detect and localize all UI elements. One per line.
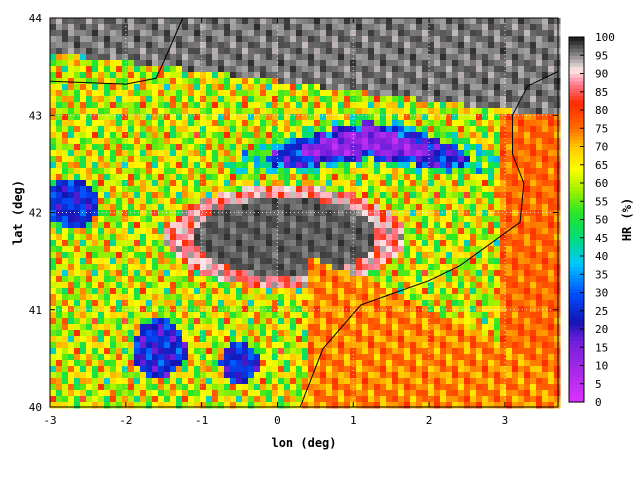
colorbar-tick-label: 55 xyxy=(595,195,608,208)
y-tick-label: 42 xyxy=(29,207,42,220)
coastline xyxy=(299,71,559,408)
north-coastline xyxy=(49,17,184,85)
y-axis-label: lat (deg) xyxy=(11,180,25,245)
y-tick-label: 40 xyxy=(29,401,42,414)
x-tick-label: 0 xyxy=(274,414,281,427)
colorbar-tick-label: 20 xyxy=(595,323,608,336)
y-tick-label: 43 xyxy=(29,109,42,122)
x-tick-label: -3 xyxy=(43,414,56,427)
colorbar-tick-label: 75 xyxy=(595,122,608,135)
colorbar-tick-label: 95 xyxy=(595,49,608,62)
x-tick-label: 2 xyxy=(426,414,433,427)
colorbar-label: HR (%) xyxy=(620,198,634,241)
y-tick-label: 41 xyxy=(29,304,42,317)
x-tick-label: -2 xyxy=(119,414,132,427)
colorbar-tick-label: 5 xyxy=(595,378,602,391)
colorbar-tick-label: 15 xyxy=(595,341,608,354)
colorbar-tick-label: 25 xyxy=(595,305,608,318)
x-axis-label: lon (deg) xyxy=(271,436,336,450)
x-tick-label: -1 xyxy=(195,414,208,427)
colorbar-tick-label: 0 xyxy=(595,396,602,409)
y-tick-label: 44 xyxy=(29,12,43,25)
colorbar-tick-label: 35 xyxy=(595,268,608,281)
colorbar-tick-label: 90 xyxy=(595,68,608,81)
colorbar-tick-label: 50 xyxy=(595,214,608,227)
heatmap-cells xyxy=(50,18,561,409)
colorbar-tick-label: 80 xyxy=(595,104,608,117)
colorbar-tick-label: 10 xyxy=(595,360,608,373)
colorbar-tick-label: 60 xyxy=(595,177,608,190)
colorbar-tick-label: 45 xyxy=(595,232,608,245)
x-tick-label: 3 xyxy=(502,414,509,427)
colorbar-tick-label: 30 xyxy=(595,287,608,300)
colorbar-tick-label: 70 xyxy=(595,141,608,154)
x-tick-label: 1 xyxy=(350,414,357,427)
colorbar-tick-label: 85 xyxy=(595,86,608,99)
colorbar-tick-label: 40 xyxy=(595,250,608,263)
colorbar xyxy=(569,37,584,403)
colorbar-tick-label: 65 xyxy=(595,159,608,172)
colorbar-tick-label: 100 xyxy=(595,31,615,44)
